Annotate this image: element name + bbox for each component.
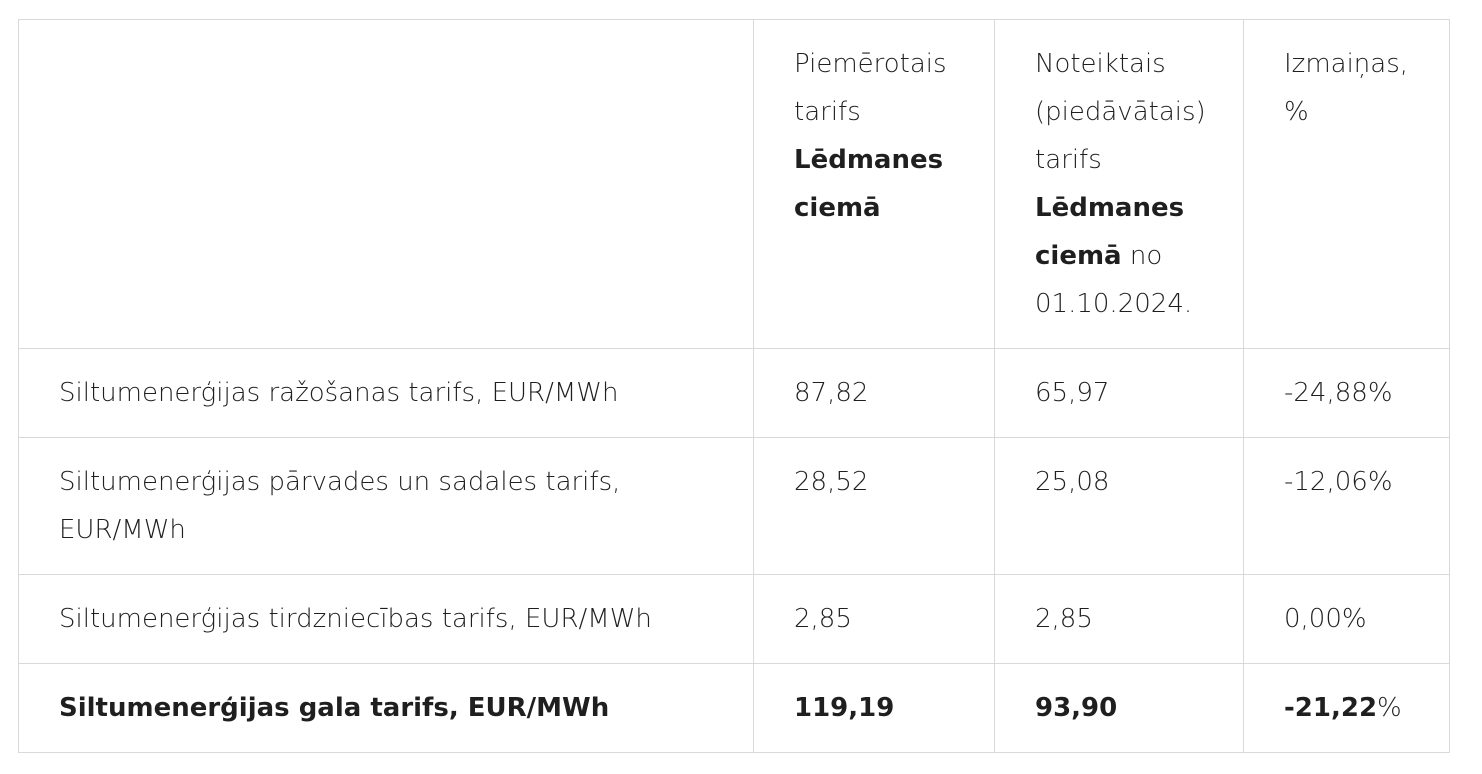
header-applied-text: Piemērotais tarifs — [794, 49, 947, 127]
row-applied-value: 87,82 — [753, 348, 995, 438]
row-applied-value: 28,52 — [753, 437, 995, 575]
row-applied-value: 2,85 — [753, 574, 995, 664]
header-proposed-bold: Lēdmanes ciemā — [1035, 193, 1185, 271]
table-total-row: Siltumenerģijas gala tarifs, EUR/MWh 119… — [18, 663, 1450, 753]
header-empty-cell — [18, 19, 754, 349]
tariff-table-container: Piemērotais tarifs Lēdmanes ciemā Noteik… — [18, 19, 1450, 753]
row-label: Siltumenerģijas tirdzniecības tarifs, EU… — [18, 574, 754, 664]
total-change-number: -21,22 — [1284, 693, 1378, 723]
row-proposed-value: 2,85 — [994, 574, 1244, 664]
header-applied-tariff: Piemērotais tarifs Lēdmanes ciemā — [753, 19, 995, 349]
header-change: Izmaiņas, % — [1243, 19, 1450, 349]
total-applied-value: 119,19 — [753, 663, 995, 753]
table-row: Siltumenerģijas pārvades un sadales tari… — [18, 437, 1450, 575]
total-change-value: -21,22% — [1243, 663, 1450, 753]
row-change-value: -24,88% — [1243, 348, 1450, 438]
row-change-value: 0,00% — [1243, 574, 1450, 664]
header-proposed-text: Noteiktais (piedāvātais) tarifs — [1035, 49, 1206, 175]
row-label: Siltumenerģijas ražošanas tarifs, EUR/MW… — [18, 348, 754, 438]
table-row: Siltumenerģijas ražošanas tarifs, EUR/MW… — [18, 348, 1450, 438]
total-proposed-value: 93,90 — [994, 663, 1244, 753]
table-header-row: Piemērotais tarifs Lēdmanes ciemā Noteik… — [18, 19, 1450, 349]
total-change-percent-sign: % — [1377, 693, 1402, 723]
row-label: Siltumenerģijas pārvades un sadales tari… — [18, 437, 754, 575]
header-proposed-tariff: Noteiktais (piedāvātais) tarifs Lēdmanes… — [994, 19, 1244, 349]
total-label: Siltumenerģijas gala tarifs, EUR/MWh — [18, 663, 754, 753]
table-row: Siltumenerģijas tirdzniecības tarifs, EU… — [18, 574, 1450, 664]
row-proposed-value: 25,08 — [994, 437, 1244, 575]
header-proposed-date: no 01.10.2024. — [1035, 241, 1193, 319]
row-proposed-value: 65,97 — [994, 348, 1244, 438]
tariff-table: Piemērotais tarifs Lēdmanes ciemā Noteik… — [18, 19, 1450, 753]
header-applied-bold: Lēdmanes ciemā — [794, 145, 944, 223]
row-change-value: -12,06% — [1243, 437, 1450, 575]
